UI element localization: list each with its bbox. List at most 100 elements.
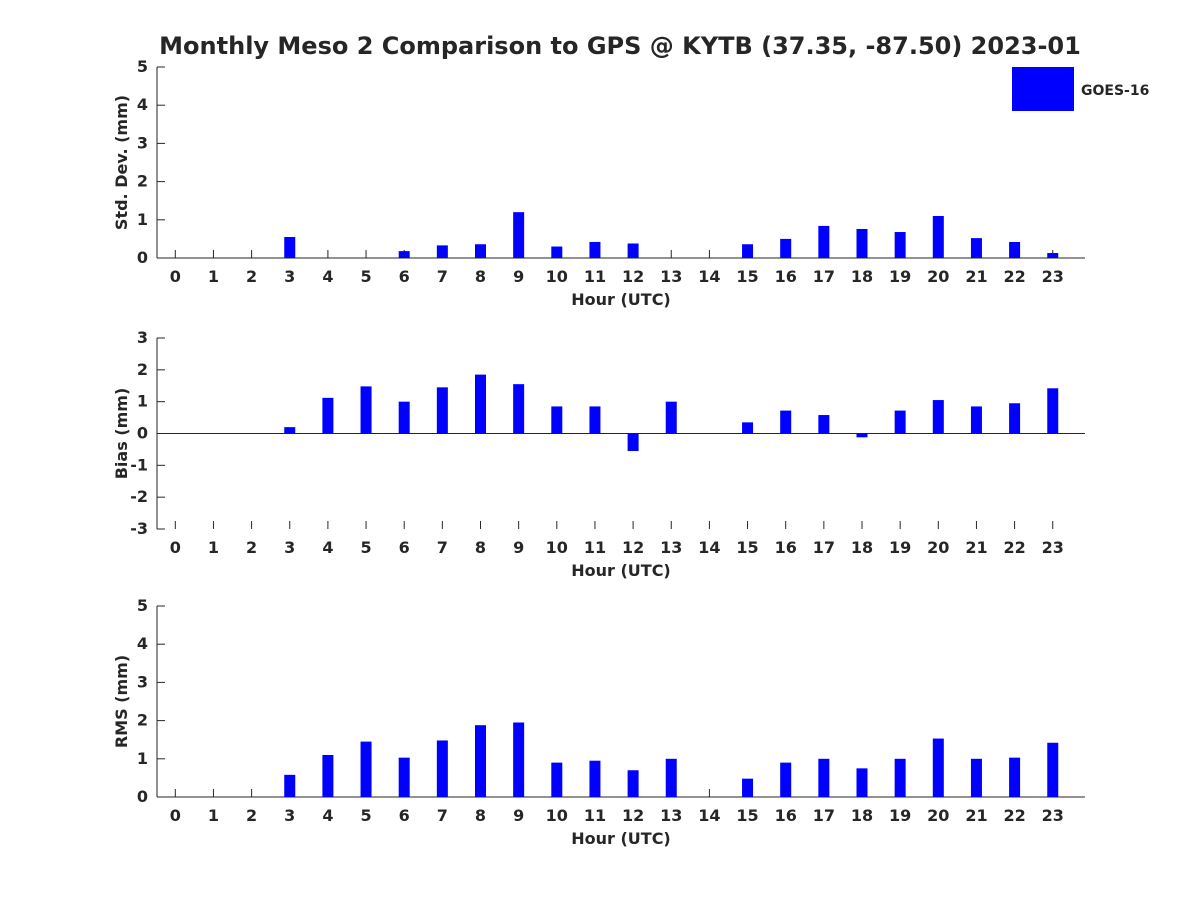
y-tick-label: 0 [137, 787, 148, 806]
legend-label: GOES-16 [1081, 83, 1149, 99]
x-tick-label: 1 [208, 538, 219, 557]
bar [780, 238, 792, 258]
bar [360, 741, 372, 797]
bar [894, 410, 906, 434]
y-axis-label: Std. Dev. (mm) [112, 95, 131, 230]
bar [475, 244, 486, 258]
x-tick-label: 12 [622, 267, 644, 286]
x-tick-label: 3 [284, 267, 295, 286]
x-tick-label: 2 [246, 538, 257, 557]
bar [780, 410, 792, 434]
x-tick-label: 16 [775, 538, 797, 557]
y-tick-label: -3 [130, 519, 148, 538]
x-tick-label: 13 [660, 267, 682, 286]
bar [627, 243, 639, 258]
x-tick-label: 16 [775, 267, 797, 286]
x-axis-label: Hour (UTC) [571, 561, 671, 580]
x-tick-label: 0 [170, 267, 181, 286]
x-tick-label: 7 [437, 806, 448, 825]
x-tick-label: 7 [437, 267, 448, 286]
y-tick-label: 1 [137, 749, 148, 768]
y-axis-label: RMS (mm) [112, 655, 131, 748]
x-tick-label: 20 [927, 806, 949, 825]
x-tick-label: 4 [322, 538, 333, 557]
bar [627, 770, 639, 797]
x-tick-label: 4 [322, 267, 333, 286]
bar [1047, 742, 1059, 797]
x-axis-label: Hour (UTC) [571, 290, 671, 309]
bar [398, 251, 410, 258]
bar [627, 433, 639, 452]
x-tick-label: 21 [965, 806, 987, 825]
x-tick-label: 9 [513, 538, 524, 557]
x-tick-label: 8 [475, 267, 486, 286]
bar [551, 762, 563, 797]
bar [932, 738, 944, 797]
y-tick-label: -1 [130, 455, 148, 474]
bar [742, 244, 754, 258]
y-tick-label: 2 [137, 711, 148, 730]
bar [894, 232, 906, 258]
x-tick-label: 15 [736, 267, 758, 286]
x-axis-label: Hour (UTC) [571, 829, 671, 848]
x-tick-label: 18 [851, 538, 873, 557]
y-axis-label: Bias (mm) [112, 388, 131, 480]
x-tick-label: 18 [851, 806, 873, 825]
bar [970, 406, 982, 434]
bar [856, 228, 868, 258]
bar [894, 758, 906, 797]
y-tick-label: 1 [137, 392, 148, 411]
x-tick-label: 11 [584, 806, 606, 825]
bar [284, 236, 296, 258]
x-tick-label: 9 [513, 806, 524, 825]
bar [436, 387, 448, 434]
bar [1009, 241, 1021, 258]
y-tick-label: 1 [137, 210, 148, 229]
x-tick-label: 23 [1042, 267, 1064, 286]
bar [742, 778, 754, 797]
x-tick-label: 13 [660, 538, 682, 557]
bar [436, 740, 448, 797]
y-tick-label: 4 [137, 634, 148, 653]
x-tick-label: 9 [513, 267, 524, 286]
bar [551, 246, 563, 258]
x-tick-label: 12 [622, 806, 644, 825]
x-tick-label: 20 [927, 267, 949, 286]
x-tick-label: 1 [208, 806, 219, 825]
figure-title: Monthly Meso 2 Comparison to GPS @ KYTB … [159, 32, 1081, 60]
x-tick-label: 15 [736, 538, 758, 557]
y-tick-label: 4 [137, 95, 148, 114]
x-tick-label: 13 [660, 806, 682, 825]
x-tick-label: 17 [813, 267, 835, 286]
x-tick-label: 19 [889, 806, 911, 825]
x-tick-label: 8 [475, 538, 486, 557]
bar [932, 400, 944, 434]
bar [551, 406, 563, 434]
bar [475, 725, 486, 797]
y-tick-label: 0 [137, 424, 148, 443]
x-tick-label: 6 [399, 267, 410, 286]
x-tick-label: 3 [284, 806, 295, 825]
x-tick-label: 23 [1042, 538, 1064, 557]
x-tick-label: 11 [584, 267, 606, 286]
x-tick-label: 5 [360, 806, 371, 825]
x-tick-label: 7 [437, 538, 448, 557]
x-tick-label: 20 [927, 538, 949, 557]
bar [742, 422, 754, 434]
x-tick-label: 17 [813, 538, 835, 557]
x-tick-label: 3 [284, 538, 295, 557]
x-tick-label: 16 [775, 806, 797, 825]
bar [513, 384, 525, 434]
x-tick-label: 22 [1003, 267, 1025, 286]
bar [818, 415, 830, 434]
bar [818, 758, 830, 797]
x-tick-label: 14 [698, 538, 720, 557]
bar [970, 238, 982, 258]
x-tick-label: 11 [584, 538, 606, 557]
x-tick-label: 10 [546, 267, 568, 286]
bar [1009, 757, 1021, 797]
